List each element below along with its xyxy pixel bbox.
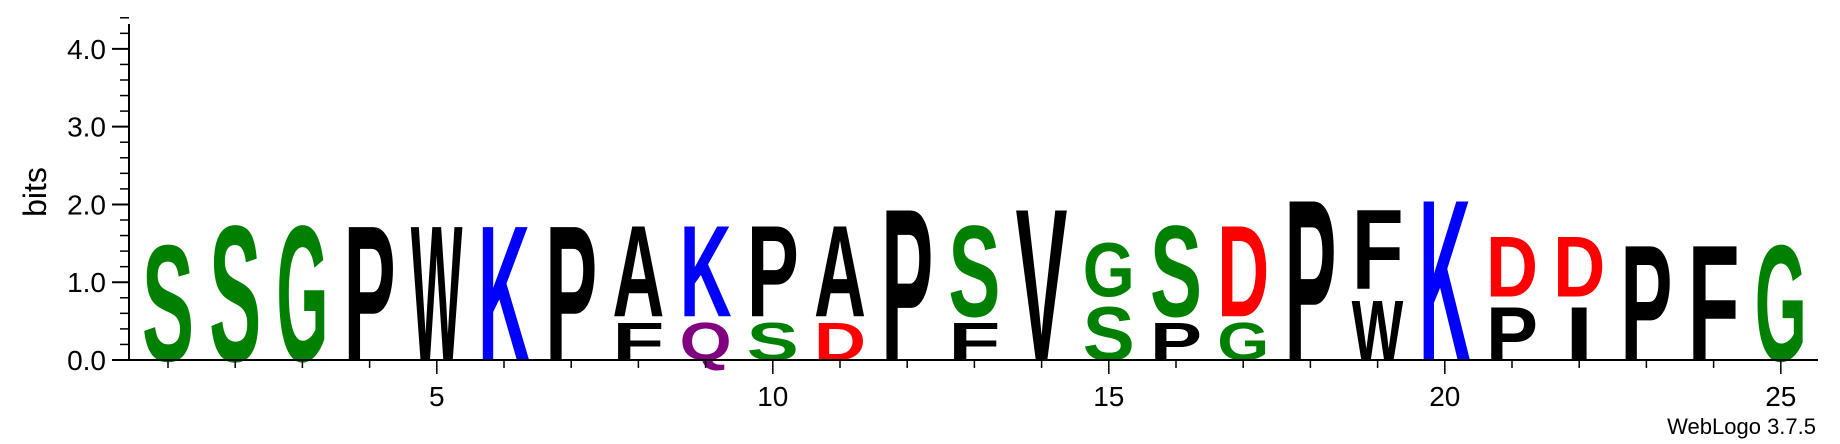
weblogo-credit: WebLogo 3.7.5 [1667,414,1816,439]
logo-letter-V-pos-14: V [1016,162,1068,407]
y-tick-label: 3.0 [67,112,106,143]
logo-letter-G-pos-15: G [1083,228,1135,313]
x-axis: 5 10 15 20 25 [112,359,1818,412]
y-axis-label: bits [17,167,53,217]
x-tick-label: 15 [1093,381,1124,412]
x-tick-label: 20 [1429,381,1460,412]
y-tick-label: 0.0 [67,345,106,376]
logo-letter-F-pos-24: F [1688,211,1740,396]
logo-letter-D-pos-17: D [1217,200,1269,345]
logo-letter-S-pos-2: S [209,186,261,403]
y-tick-label: 1.0 [67,267,106,298]
logo-letter-S-pos-13: S [948,198,1000,344]
y-tick-label: 4.0 [67,34,106,65]
logo-letter-S-pos-16: S [1150,198,1202,344]
logo-letter-P-pos-4: P [344,186,396,403]
logo-letter-D-pos-22: D [1553,218,1605,315]
y-tick-label: 2.0 [67,189,106,220]
x-tick-label: 10 [757,381,788,412]
logo-letter-D-pos-21: D [1486,218,1538,315]
x-tick-label: 25 [1765,381,1796,412]
logo-letter-F-pos-19: F [1352,187,1404,314]
logo-letter-S-pos-1: S [142,212,194,396]
logo-letter-G-pos-3: G [276,184,328,402]
logo-letter-K-pos-6: K [478,186,530,403]
logo-letter-P-pos-7: P [545,186,597,403]
logo-letter-P-pos-10: P [747,198,799,344]
x-tick-label: 5 [429,381,445,412]
logo-letter-A-pos-8: A [612,200,664,345]
logo-letter-P-pos-12: P [881,162,933,407]
logo-letter-P-pos-23: P [1620,212,1672,396]
logo-letter-P-pos-18: P [1284,150,1336,410]
y-axis: 0.0 1.0 2.0 3.0 4.0 [67,17,130,376]
logo-letter-K-pos-9: K [680,200,732,345]
logo-letter-A-pos-11: A [814,200,866,345]
